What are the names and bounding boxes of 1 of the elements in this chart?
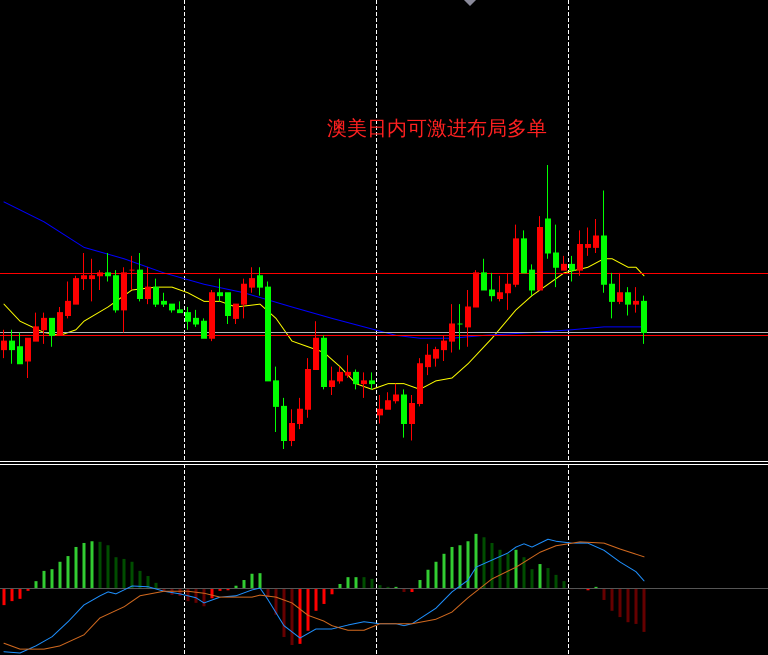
chart-title: 澳美日内可激进布局多单 [327, 116, 547, 140]
